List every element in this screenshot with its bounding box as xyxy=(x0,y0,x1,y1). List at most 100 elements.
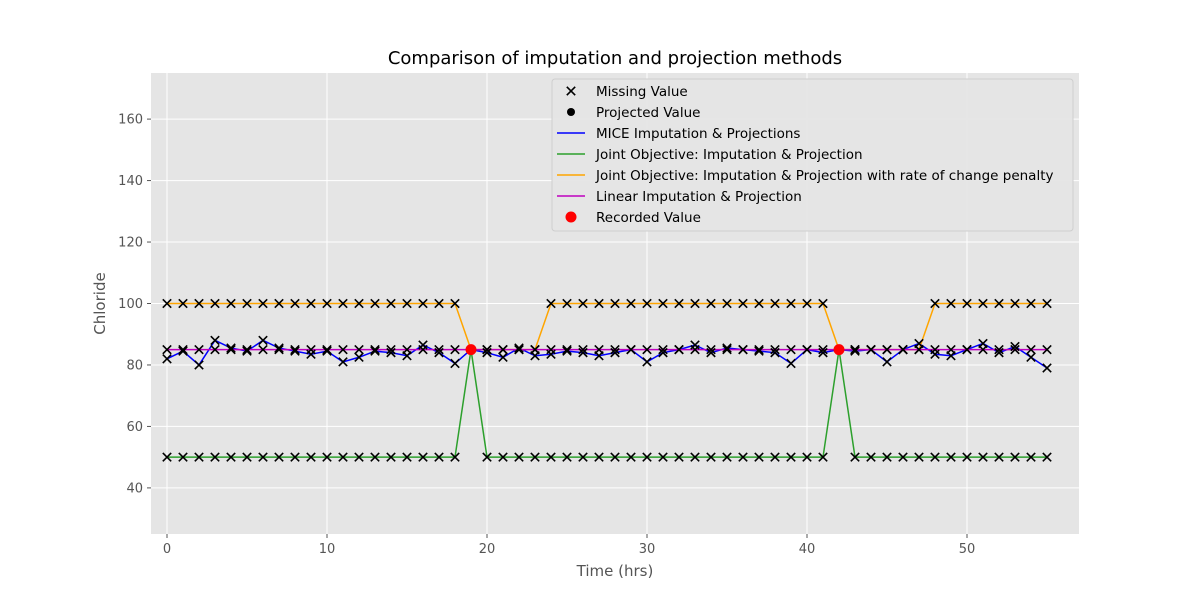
cross-stroke xyxy=(530,344,540,355)
series-lines xyxy=(166,302,1048,458)
missing-value-marker xyxy=(914,452,924,462)
y-tick-label: 160 xyxy=(118,113,143,128)
cross-stroke xyxy=(994,298,1004,309)
cross-stroke xyxy=(786,452,796,462)
missing-value-marker xyxy=(658,347,668,358)
missing-value-marker xyxy=(690,452,700,462)
cross-stroke xyxy=(450,452,460,462)
missing-value-marker xyxy=(770,344,780,355)
missing-value-marker xyxy=(818,298,828,309)
missing-value-marker xyxy=(690,344,700,355)
missing-value-marker xyxy=(738,344,748,355)
cross-stroke xyxy=(386,452,396,462)
missing-value-marker xyxy=(1042,452,1052,462)
cross-stroke xyxy=(258,298,268,309)
missing-value-marker xyxy=(354,344,364,355)
cross-stroke xyxy=(1010,452,1020,462)
missing-value-marker xyxy=(626,452,636,462)
cross-stroke xyxy=(658,298,668,309)
legend-item-mice-imputation-projections: MICE Imputation & Projections xyxy=(557,126,800,142)
cross-stroke xyxy=(402,452,412,462)
missing-value-marker xyxy=(658,452,668,462)
cross-stroke xyxy=(1042,298,1052,309)
missing-value-marker xyxy=(706,452,716,462)
cross-stroke xyxy=(162,344,172,355)
missing-value-marker xyxy=(402,452,412,462)
cross-stroke xyxy=(1042,363,1052,373)
cross-stroke xyxy=(402,298,412,309)
missing-value-marker xyxy=(610,344,620,355)
cross-stroke xyxy=(178,452,188,462)
cross-stroke xyxy=(818,452,828,462)
missing-value-marker xyxy=(786,358,796,369)
missing-value-marker xyxy=(370,346,380,356)
cross-stroke xyxy=(258,335,268,346)
missing-value-marker xyxy=(866,344,876,355)
cross-stroke xyxy=(610,347,620,358)
missing-value-marker xyxy=(354,452,364,462)
cross-stroke xyxy=(722,343,732,353)
cross-stroke xyxy=(610,344,620,355)
missing-value-marker xyxy=(1026,352,1036,363)
cross-stroke xyxy=(194,452,204,462)
x-tick-label: 10 xyxy=(319,542,336,557)
missing-value-marker xyxy=(882,357,892,367)
missing-value-marker xyxy=(450,344,460,355)
missing-value-marker xyxy=(530,344,540,355)
missing-value-marker xyxy=(194,344,204,355)
missing-value-marker xyxy=(802,452,812,462)
cross-stroke xyxy=(594,452,604,462)
missing-value-marker xyxy=(482,452,492,462)
cross-stroke xyxy=(610,298,620,309)
cross-stroke xyxy=(578,452,588,462)
cross-stroke xyxy=(754,452,764,462)
cross-stroke xyxy=(306,344,316,355)
cross-stroke xyxy=(162,452,172,462)
cross-stroke xyxy=(498,344,508,355)
cross-stroke xyxy=(306,298,316,309)
y-tick-label: 100 xyxy=(118,297,143,312)
missing-value-marker xyxy=(242,298,252,309)
missing-value-marker xyxy=(674,452,684,462)
cross-stroke xyxy=(194,298,204,309)
missing-value-marker xyxy=(786,344,796,355)
legend-label: Joint Objective: Imputation & Projection… xyxy=(595,168,1053,184)
missing-value-marker xyxy=(562,344,572,355)
missing-value-marker xyxy=(162,298,172,309)
legend-item-joint-objective-imputation-projection-with-rate-of-change-penalty: Joint Objective: Imputation & Projection… xyxy=(557,168,1053,184)
missing-value-marker xyxy=(658,344,668,355)
missing-value-marker xyxy=(434,452,444,462)
cross-stroke xyxy=(962,452,972,462)
missing-value-marker xyxy=(674,344,684,355)
cross-stroke xyxy=(258,452,268,462)
missing-value-marker xyxy=(226,344,236,355)
missing-value-marker xyxy=(562,452,572,462)
missing-value-marker xyxy=(706,298,716,309)
cross-stroke xyxy=(658,452,668,462)
cross-stroke xyxy=(850,344,860,355)
missing-value-marker xyxy=(962,298,972,309)
missing-value-marker xyxy=(338,357,348,367)
missing-value-marker xyxy=(770,298,780,309)
cross-stroke xyxy=(434,452,444,462)
missing-value-marker xyxy=(162,344,172,355)
cross-stroke xyxy=(626,344,636,355)
missing-value-marker xyxy=(882,452,892,462)
cross-stroke xyxy=(370,298,380,309)
missing-value-marker xyxy=(386,452,396,462)
cross-stroke xyxy=(898,452,908,462)
legend-item-recorded-value: Recorded Value xyxy=(565,210,701,226)
missing-value-marker xyxy=(322,298,332,309)
missing-value-marker xyxy=(434,344,444,355)
missing-value-marker xyxy=(514,344,524,355)
missing-value-marker xyxy=(530,452,540,462)
cross-stroke xyxy=(242,346,252,356)
cross-stroke xyxy=(226,298,236,309)
missing-value-marker xyxy=(258,344,268,355)
cross-stroke xyxy=(162,354,172,364)
missing-value-marker xyxy=(850,452,860,462)
cross-stroke xyxy=(226,344,236,355)
y-tick-label: 140 xyxy=(118,174,143,189)
missing-value-marker xyxy=(946,344,956,355)
